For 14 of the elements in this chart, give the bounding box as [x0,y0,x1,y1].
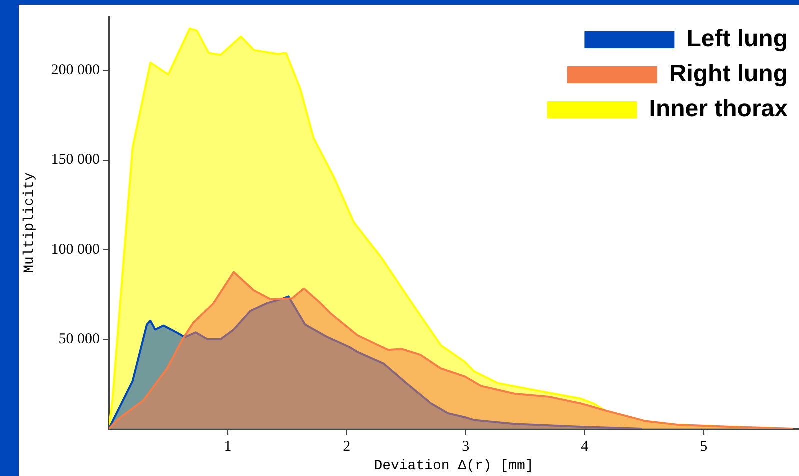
x-tick-label: 1 [224,438,232,455]
y-tick-label: 150 000 [51,152,100,168]
legend-label: Inner thorax [649,96,789,123]
y-axis-title: Multiplicity [22,172,38,274]
x-tick-label: 2 [343,438,351,455]
y-tick-label: 50 000 [58,331,100,348]
x-tick-label: 5 [700,438,708,455]
legend-label: Right lung [669,60,788,88]
y-tick-label: 200 000 [51,62,100,79]
x-tick-label: 4 [581,438,590,455]
x-tick-label: 3 [462,438,470,455]
legend-label: Left lung [686,26,788,53]
x-axis-title: Deviation Δ(r) [mm] [374,458,534,474]
y-tick-label: 100 000 [51,242,100,258]
